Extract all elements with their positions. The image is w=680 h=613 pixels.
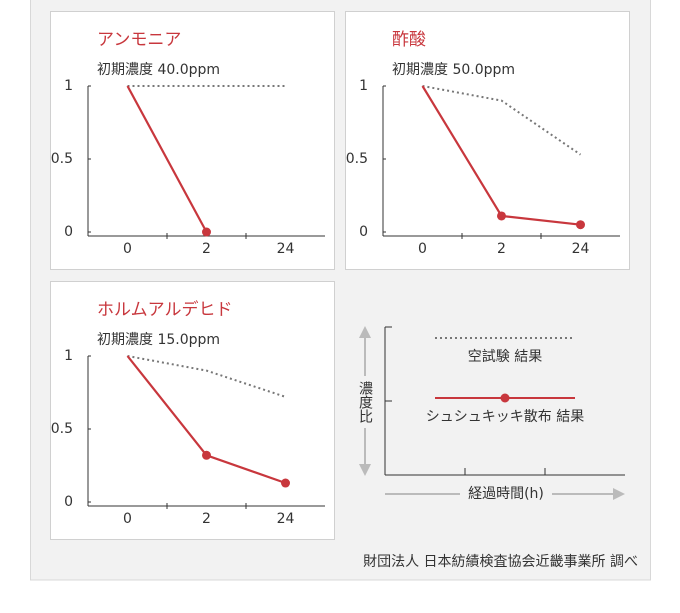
arrow-head xyxy=(613,488,625,500)
data-point xyxy=(497,211,506,221)
chart-subtitle: 初期濃度 40.0ppm xyxy=(97,61,220,78)
x-tick-label: 24 xyxy=(572,241,590,257)
panel xyxy=(345,11,630,270)
x-axis-label: 経過時間(h) xyxy=(468,486,544,502)
x-tick-label: 2 xyxy=(202,511,211,527)
data-point xyxy=(202,227,211,237)
y-axis-label: 濃度比 xyxy=(357,381,373,423)
series-line xyxy=(127,355,286,398)
label-bg xyxy=(460,484,552,504)
y-tick-label: 0.5 xyxy=(51,151,73,167)
series-line xyxy=(126,85,208,233)
x-tick-label: 24 xyxy=(277,511,295,527)
data-point xyxy=(202,450,211,460)
y-tick-label: 0 xyxy=(359,224,368,240)
y-tick-label: 1 xyxy=(359,78,368,94)
x-tick-label: 0 xyxy=(123,241,132,257)
source: 財団法人 日本紡績検査協会近畿事業所 調べ xyxy=(363,554,638,570)
y-tick-label: 0 xyxy=(64,494,73,510)
y-tick-label: 1 xyxy=(64,348,73,364)
series-line xyxy=(422,85,582,156)
x-tick-label: 24 xyxy=(277,241,295,257)
x-tick-label: 2 xyxy=(202,241,211,257)
panel xyxy=(50,11,335,270)
x-tick-label: 0 xyxy=(123,511,132,527)
y-tick-label: 0 xyxy=(64,224,73,240)
x-tick-label: 2 xyxy=(497,241,506,257)
x-tick-label: 0 xyxy=(418,241,427,257)
chart-title: ホルムアルデヒド xyxy=(97,299,233,320)
data-point xyxy=(281,478,290,488)
label-bg xyxy=(355,376,375,428)
y-tick-label: 0.5 xyxy=(346,151,368,167)
legend-label: 空試験 結果 xyxy=(468,349,542,365)
chart-subtitle: 初期濃度 15.0ppm xyxy=(97,331,220,348)
panel xyxy=(50,281,335,540)
data-point xyxy=(576,220,585,230)
legend-panel: 濃度比 経過時間(h) xyxy=(355,326,625,504)
y-tick-label: 1 xyxy=(64,78,73,94)
chart-subtitle: 初期濃度 50.0ppm xyxy=(392,61,515,78)
y-tick-label: 0.5 xyxy=(51,421,73,437)
chart-title: 酢酸 xyxy=(392,30,426,50)
legend-label: シュシュキッキ散布 結果 xyxy=(426,409,584,425)
chart-title: アンモニア xyxy=(97,30,181,50)
legend-marker xyxy=(500,393,510,403)
